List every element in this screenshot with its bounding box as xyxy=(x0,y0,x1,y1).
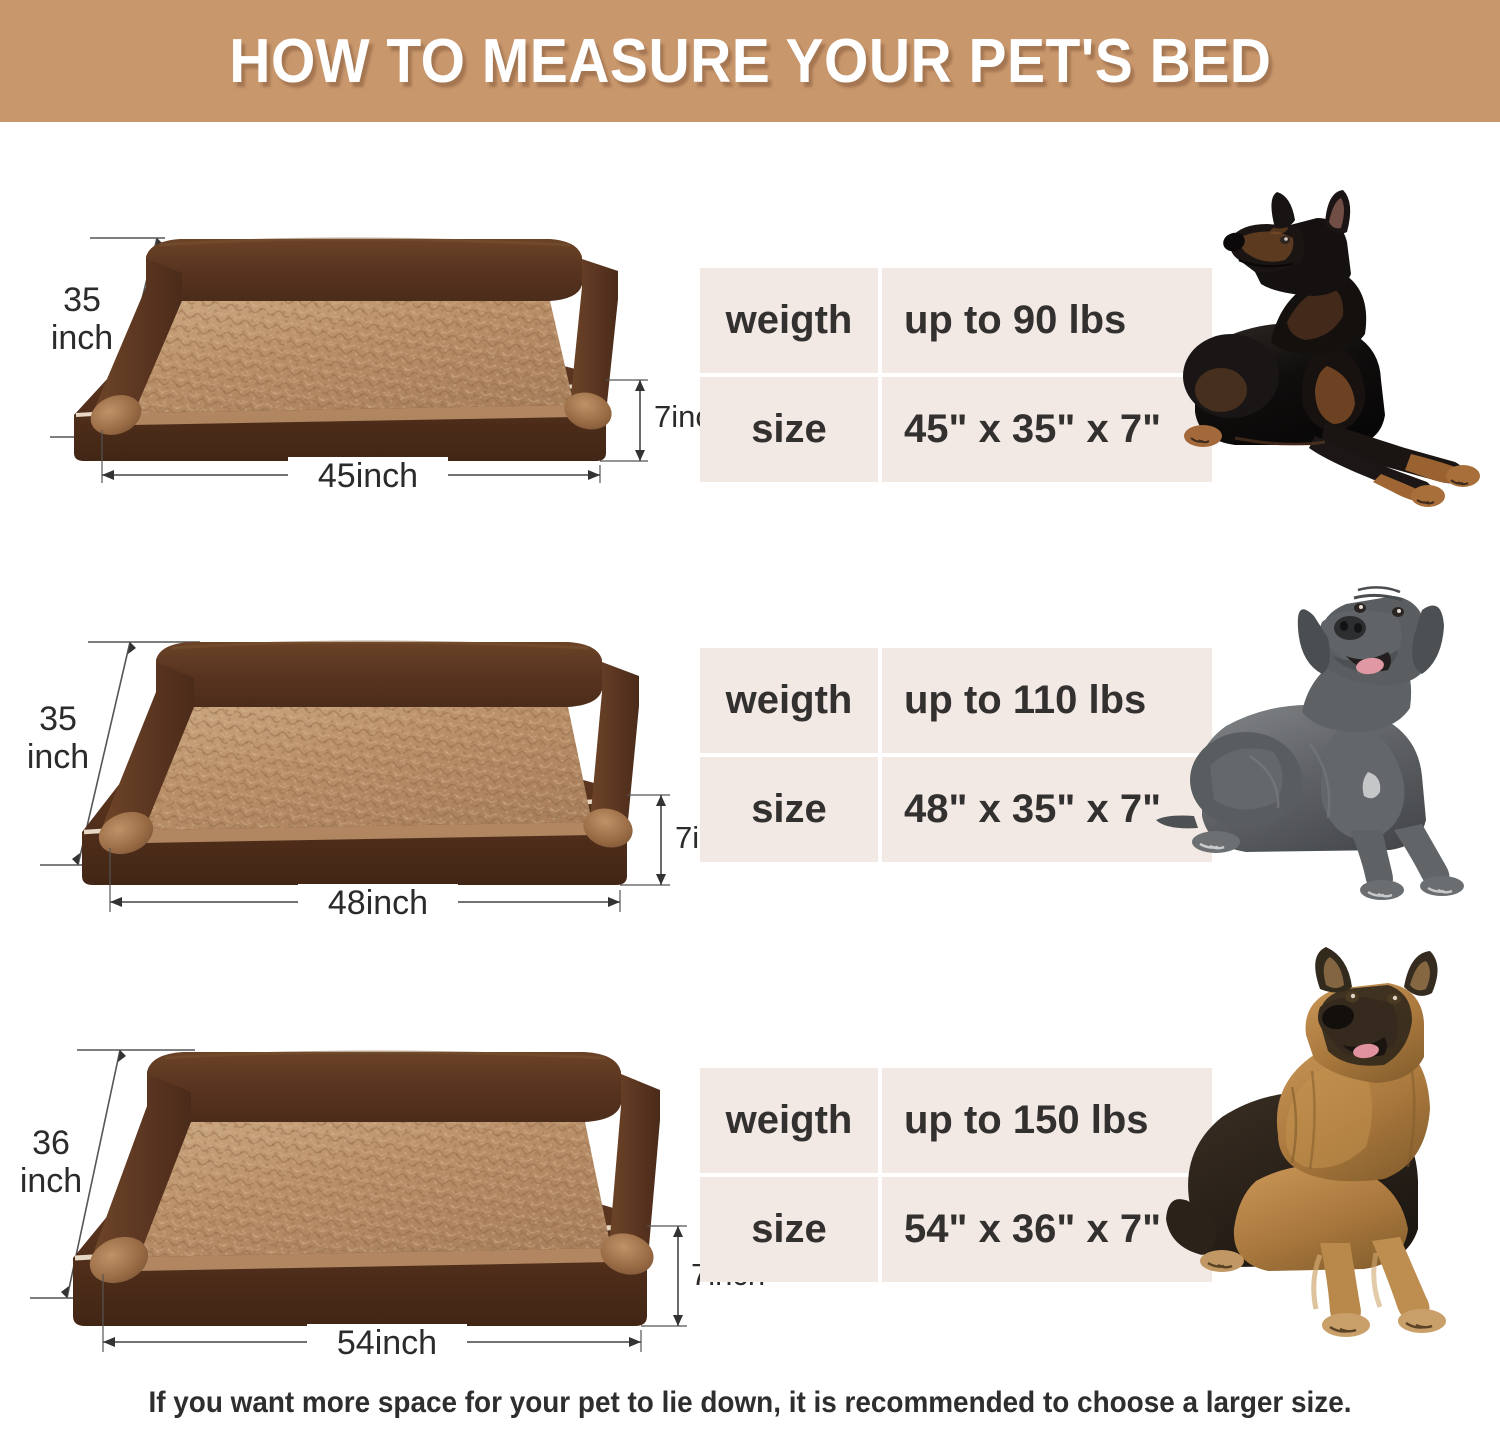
size-key-48: size xyxy=(700,757,878,862)
height-label-line1-54: 36 xyxy=(32,1124,70,1162)
pet-bed-illustration-45 xyxy=(74,237,618,461)
page-title: HOW TO MEASURE YOUR PET'S BED xyxy=(228,26,1272,96)
pet-bed-illustration-54 xyxy=(73,1050,660,1326)
weight-key-48: weigth xyxy=(700,648,878,753)
spec-table-45: weigth up to 90 lbs size 45" x 35" x 7" xyxy=(700,268,1212,482)
size-key-54: size xyxy=(700,1177,878,1282)
great-dane-illustration xyxy=(1156,586,1464,900)
table-row: weigth up to 150 lbs xyxy=(700,1068,1212,1173)
dimension-height-54: 36 inch xyxy=(20,1049,195,1299)
dimension-width-48: 48inch xyxy=(109,848,621,922)
dimension-width-54: 54inch xyxy=(102,1274,642,1362)
bed-diagram-45: 35 inch xyxy=(30,215,728,505)
bed-drawing-48: 35 inch xyxy=(27,640,749,922)
size-value-54: 54" x 36" x 7" xyxy=(882,1177,1212,1282)
height-label-line1-48: 35 xyxy=(39,700,77,738)
bed-diagram-48: 35 inch xyxy=(20,620,749,922)
weight-value-45: up to 90 lbs xyxy=(882,268,1212,373)
width-label-45: 45inch xyxy=(318,457,418,495)
weight-key-45: weigth xyxy=(700,268,878,373)
size-key-45: size xyxy=(700,377,878,482)
bed-drawing-45: 35 inch xyxy=(50,237,728,495)
weight-value-48: up to 110 lbs xyxy=(882,648,1212,753)
width-label-48: 48inch xyxy=(328,884,428,922)
table-row: size 54" x 36" x 7" xyxy=(700,1177,1212,1282)
size-value-45: 45" x 35" x 7" xyxy=(882,377,1212,482)
header-banner: HOW TO MEASURE YOUR PET'S BED xyxy=(0,0,1500,122)
table-row: size 45" x 35" x 7" xyxy=(700,377,1212,482)
width-label-54: 54inch xyxy=(337,1324,437,1362)
bed-diagram-54: 36 inch xyxy=(15,1030,765,1362)
dog-photo-german-shepherd xyxy=(1160,947,1500,1345)
dimension-width-45: 45inch xyxy=(101,430,601,495)
height-label-line2-48: inch xyxy=(27,738,89,776)
table-row: weigth up to 110 lbs xyxy=(700,648,1212,753)
table-row: weigth up to 90 lbs xyxy=(700,268,1212,373)
german-shepherd-illustration xyxy=(1166,947,1446,1337)
weight-value-54: up to 150 lbs xyxy=(882,1068,1212,1173)
spec-table-54: weigth up to 150 lbs size 54" x 36" x 7" xyxy=(700,1068,1212,1282)
dog-photo-doberman xyxy=(1175,190,1500,510)
bed-drawing-54: 36 inch xyxy=(20,1049,765,1362)
height-label-line1-45: 35 xyxy=(63,281,101,319)
height-label-line2-54: inch xyxy=(20,1162,82,1200)
size-value-48: 48" x 35" x 7" xyxy=(882,757,1212,862)
footer-note: If you want more space for your pet to l… xyxy=(148,1386,1352,1419)
weight-key-54: weigth xyxy=(700,1068,878,1173)
table-row: size 48" x 35" x 7" xyxy=(700,757,1212,862)
dog-photo-great-dane xyxy=(1150,580,1500,900)
height-label-line2-45: inch xyxy=(51,319,113,357)
doberman-illustration xyxy=(1183,190,1480,507)
spec-table-48: weigth up to 110 lbs size 48" x 35" x 7" xyxy=(700,648,1212,862)
pet-bed-illustration-48 xyxy=(82,640,639,885)
